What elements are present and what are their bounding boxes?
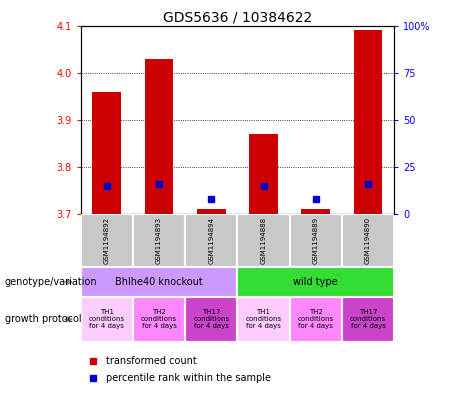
Text: TH1
conditions
for 4 days: TH1 conditions for 4 days	[89, 309, 125, 329]
Bar	[237, 267, 394, 297]
Bar	[290, 297, 342, 342]
Text: GSM1194893: GSM1194893	[156, 217, 162, 264]
Bar	[185, 214, 237, 267]
Text: Bhlhe40 knockout: Bhlhe40 knockout	[115, 277, 203, 287]
Bar	[237, 214, 290, 267]
Text: TH17
conditions
for 4 days: TH17 conditions for 4 days	[350, 309, 386, 329]
Text: GSM1194892: GSM1194892	[104, 217, 110, 264]
Text: genotype/variation: genotype/variation	[5, 277, 97, 287]
Bar	[92, 92, 121, 214]
Bar	[249, 134, 278, 214]
Bar	[342, 297, 394, 342]
Bar	[237, 297, 290, 342]
Text: GSM1194888: GSM1194888	[260, 217, 266, 264]
Text: GSM1194890: GSM1194890	[365, 217, 371, 264]
Text: wild type: wild type	[294, 277, 338, 287]
Text: percentile rank within the sample: percentile rank within the sample	[106, 373, 271, 383]
Text: TH2
conditions
for 4 days: TH2 conditions for 4 days	[298, 309, 334, 329]
Bar	[133, 214, 185, 267]
Title: GDS5636 / 10384622: GDS5636 / 10384622	[163, 10, 312, 24]
Bar	[185, 297, 237, 342]
Bar	[197, 209, 226, 214]
Bar	[81, 297, 133, 342]
Bar	[145, 59, 173, 214]
Bar	[342, 214, 394, 267]
Text: TH2
conditions
for 4 days: TH2 conditions for 4 days	[141, 309, 177, 329]
Bar	[301, 209, 330, 214]
Text: GSM1194889: GSM1194889	[313, 217, 319, 264]
Bar	[354, 30, 382, 214]
Bar	[290, 214, 342, 267]
Text: growth protocol: growth protocol	[5, 314, 81, 324]
Text: TH1
conditions
for 4 days: TH1 conditions for 4 days	[245, 309, 282, 329]
Text: transformed count: transformed count	[106, 356, 196, 366]
Bar	[81, 214, 133, 267]
Text: TH17
conditions
for 4 days: TH17 conditions for 4 days	[193, 309, 230, 329]
Bar	[81, 267, 237, 297]
Text: GSM1194894: GSM1194894	[208, 217, 214, 264]
Bar	[133, 297, 185, 342]
